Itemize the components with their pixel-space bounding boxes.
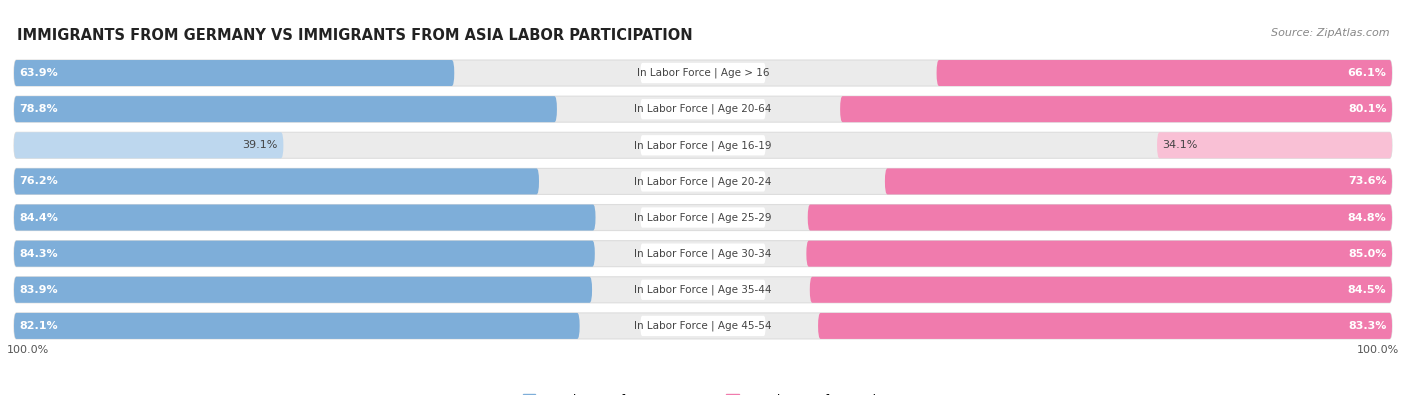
Text: In Labor Force | Age 35-44: In Labor Force | Age 35-44: [634, 284, 772, 295]
FancyBboxPatch shape: [14, 313, 1392, 339]
FancyBboxPatch shape: [14, 60, 454, 86]
Text: 100.0%: 100.0%: [7, 346, 49, 356]
Text: In Labor Force | Age 30-34: In Labor Force | Age 30-34: [634, 248, 772, 259]
Text: In Labor Force | Age 25-29: In Labor Force | Age 25-29: [634, 212, 772, 223]
FancyBboxPatch shape: [14, 241, 595, 267]
FancyBboxPatch shape: [807, 205, 1392, 231]
Text: 83.3%: 83.3%: [1348, 321, 1386, 331]
Text: In Labor Force | Age 16-19: In Labor Force | Age 16-19: [634, 140, 772, 150]
FancyBboxPatch shape: [884, 168, 1392, 194]
FancyBboxPatch shape: [14, 168, 1392, 194]
Text: 78.8%: 78.8%: [20, 104, 58, 114]
Text: In Labor Force | Age 20-24: In Labor Force | Age 20-24: [634, 176, 772, 187]
Text: 84.8%: 84.8%: [1348, 213, 1386, 222]
Text: 100.0%: 100.0%: [1357, 346, 1399, 356]
FancyBboxPatch shape: [14, 132, 284, 158]
FancyBboxPatch shape: [14, 277, 1392, 303]
Text: 85.0%: 85.0%: [1348, 249, 1386, 259]
Text: In Labor Force | Age 20-64: In Labor Force | Age 20-64: [634, 104, 772, 115]
FancyBboxPatch shape: [818, 313, 1392, 339]
FancyBboxPatch shape: [14, 60, 1392, 86]
FancyBboxPatch shape: [14, 241, 1392, 267]
Text: 83.9%: 83.9%: [20, 285, 58, 295]
FancyBboxPatch shape: [14, 205, 1392, 231]
Text: 73.6%: 73.6%: [1348, 177, 1386, 186]
Text: 76.2%: 76.2%: [20, 177, 58, 186]
FancyBboxPatch shape: [14, 205, 596, 231]
FancyBboxPatch shape: [14, 168, 538, 194]
Text: 82.1%: 82.1%: [20, 321, 58, 331]
FancyBboxPatch shape: [640, 135, 766, 155]
Text: 34.1%: 34.1%: [1163, 140, 1198, 150]
Text: 84.4%: 84.4%: [20, 213, 59, 222]
Text: 84.5%: 84.5%: [1348, 285, 1386, 295]
Text: 66.1%: 66.1%: [1347, 68, 1386, 78]
FancyBboxPatch shape: [807, 241, 1392, 267]
FancyBboxPatch shape: [14, 313, 579, 339]
FancyBboxPatch shape: [14, 132, 1392, 158]
Text: Source: ZipAtlas.com: Source: ZipAtlas.com: [1271, 28, 1389, 38]
Text: 39.1%: 39.1%: [242, 140, 278, 150]
FancyBboxPatch shape: [640, 171, 766, 192]
FancyBboxPatch shape: [14, 96, 1392, 122]
FancyBboxPatch shape: [640, 99, 766, 119]
Text: 84.3%: 84.3%: [20, 249, 58, 259]
FancyBboxPatch shape: [640, 63, 766, 83]
Text: In Labor Force | Age 45-54: In Labor Force | Age 45-54: [634, 321, 772, 331]
FancyBboxPatch shape: [936, 60, 1392, 86]
FancyBboxPatch shape: [640, 244, 766, 264]
FancyBboxPatch shape: [810, 277, 1392, 303]
FancyBboxPatch shape: [14, 277, 592, 303]
Legend: Immigrants from Germany, Immigrants from Asia: Immigrants from Germany, Immigrants from…: [523, 393, 883, 395]
Text: IMMIGRANTS FROM GERMANY VS IMMIGRANTS FROM ASIA LABOR PARTICIPATION: IMMIGRANTS FROM GERMANY VS IMMIGRANTS FR…: [17, 28, 693, 43]
FancyBboxPatch shape: [14, 96, 557, 122]
FancyBboxPatch shape: [640, 280, 766, 300]
FancyBboxPatch shape: [640, 207, 766, 228]
FancyBboxPatch shape: [640, 316, 766, 336]
Text: 80.1%: 80.1%: [1348, 104, 1386, 114]
Text: 63.9%: 63.9%: [20, 68, 58, 78]
Text: In Labor Force | Age > 16: In Labor Force | Age > 16: [637, 68, 769, 78]
FancyBboxPatch shape: [1157, 132, 1392, 158]
FancyBboxPatch shape: [841, 96, 1392, 122]
